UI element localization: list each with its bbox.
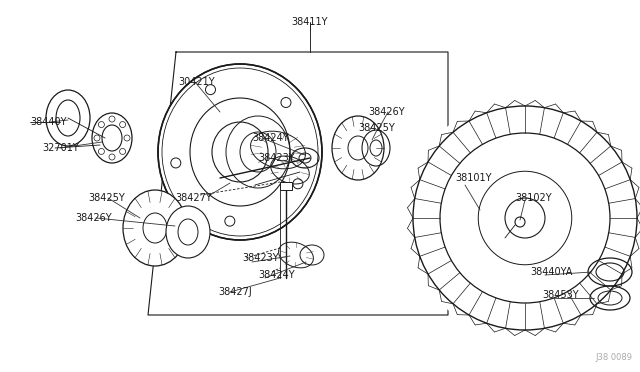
Text: 38424Y: 38424Y bbox=[258, 270, 294, 280]
Text: 38101Y: 38101Y bbox=[455, 173, 492, 183]
Text: 38427Y: 38427Y bbox=[175, 193, 212, 203]
Text: J38 0089: J38 0089 bbox=[595, 353, 632, 362]
Text: 30421Y: 30421Y bbox=[178, 77, 214, 87]
Text: 38425Y: 38425Y bbox=[88, 193, 125, 203]
Text: 38440YA: 38440YA bbox=[530, 267, 572, 277]
Text: 38426Y: 38426Y bbox=[75, 213, 111, 223]
Ellipse shape bbox=[158, 64, 322, 240]
Text: 38427J: 38427J bbox=[218, 287, 252, 297]
Bar bbox=[280, 182, 292, 190]
Text: 38425Y: 38425Y bbox=[358, 123, 395, 133]
Text: 38440Y: 38440Y bbox=[30, 117, 67, 127]
Text: 38424Y: 38424Y bbox=[252, 133, 289, 143]
Ellipse shape bbox=[123, 190, 187, 266]
Text: 38423Y: 38423Y bbox=[242, 253, 278, 263]
Text: 38423Y: 38423Y bbox=[258, 153, 294, 163]
Text: 38453Y: 38453Y bbox=[542, 290, 579, 300]
Ellipse shape bbox=[166, 206, 210, 258]
Text: 38102Y: 38102Y bbox=[515, 193, 552, 203]
Text: 38426Y: 38426Y bbox=[368, 107, 404, 117]
Ellipse shape bbox=[332, 116, 384, 180]
Text: 38411Y: 38411Y bbox=[292, 17, 328, 27]
Text: 32701Y: 32701Y bbox=[42, 143, 79, 153]
Circle shape bbox=[405, 98, 640, 338]
